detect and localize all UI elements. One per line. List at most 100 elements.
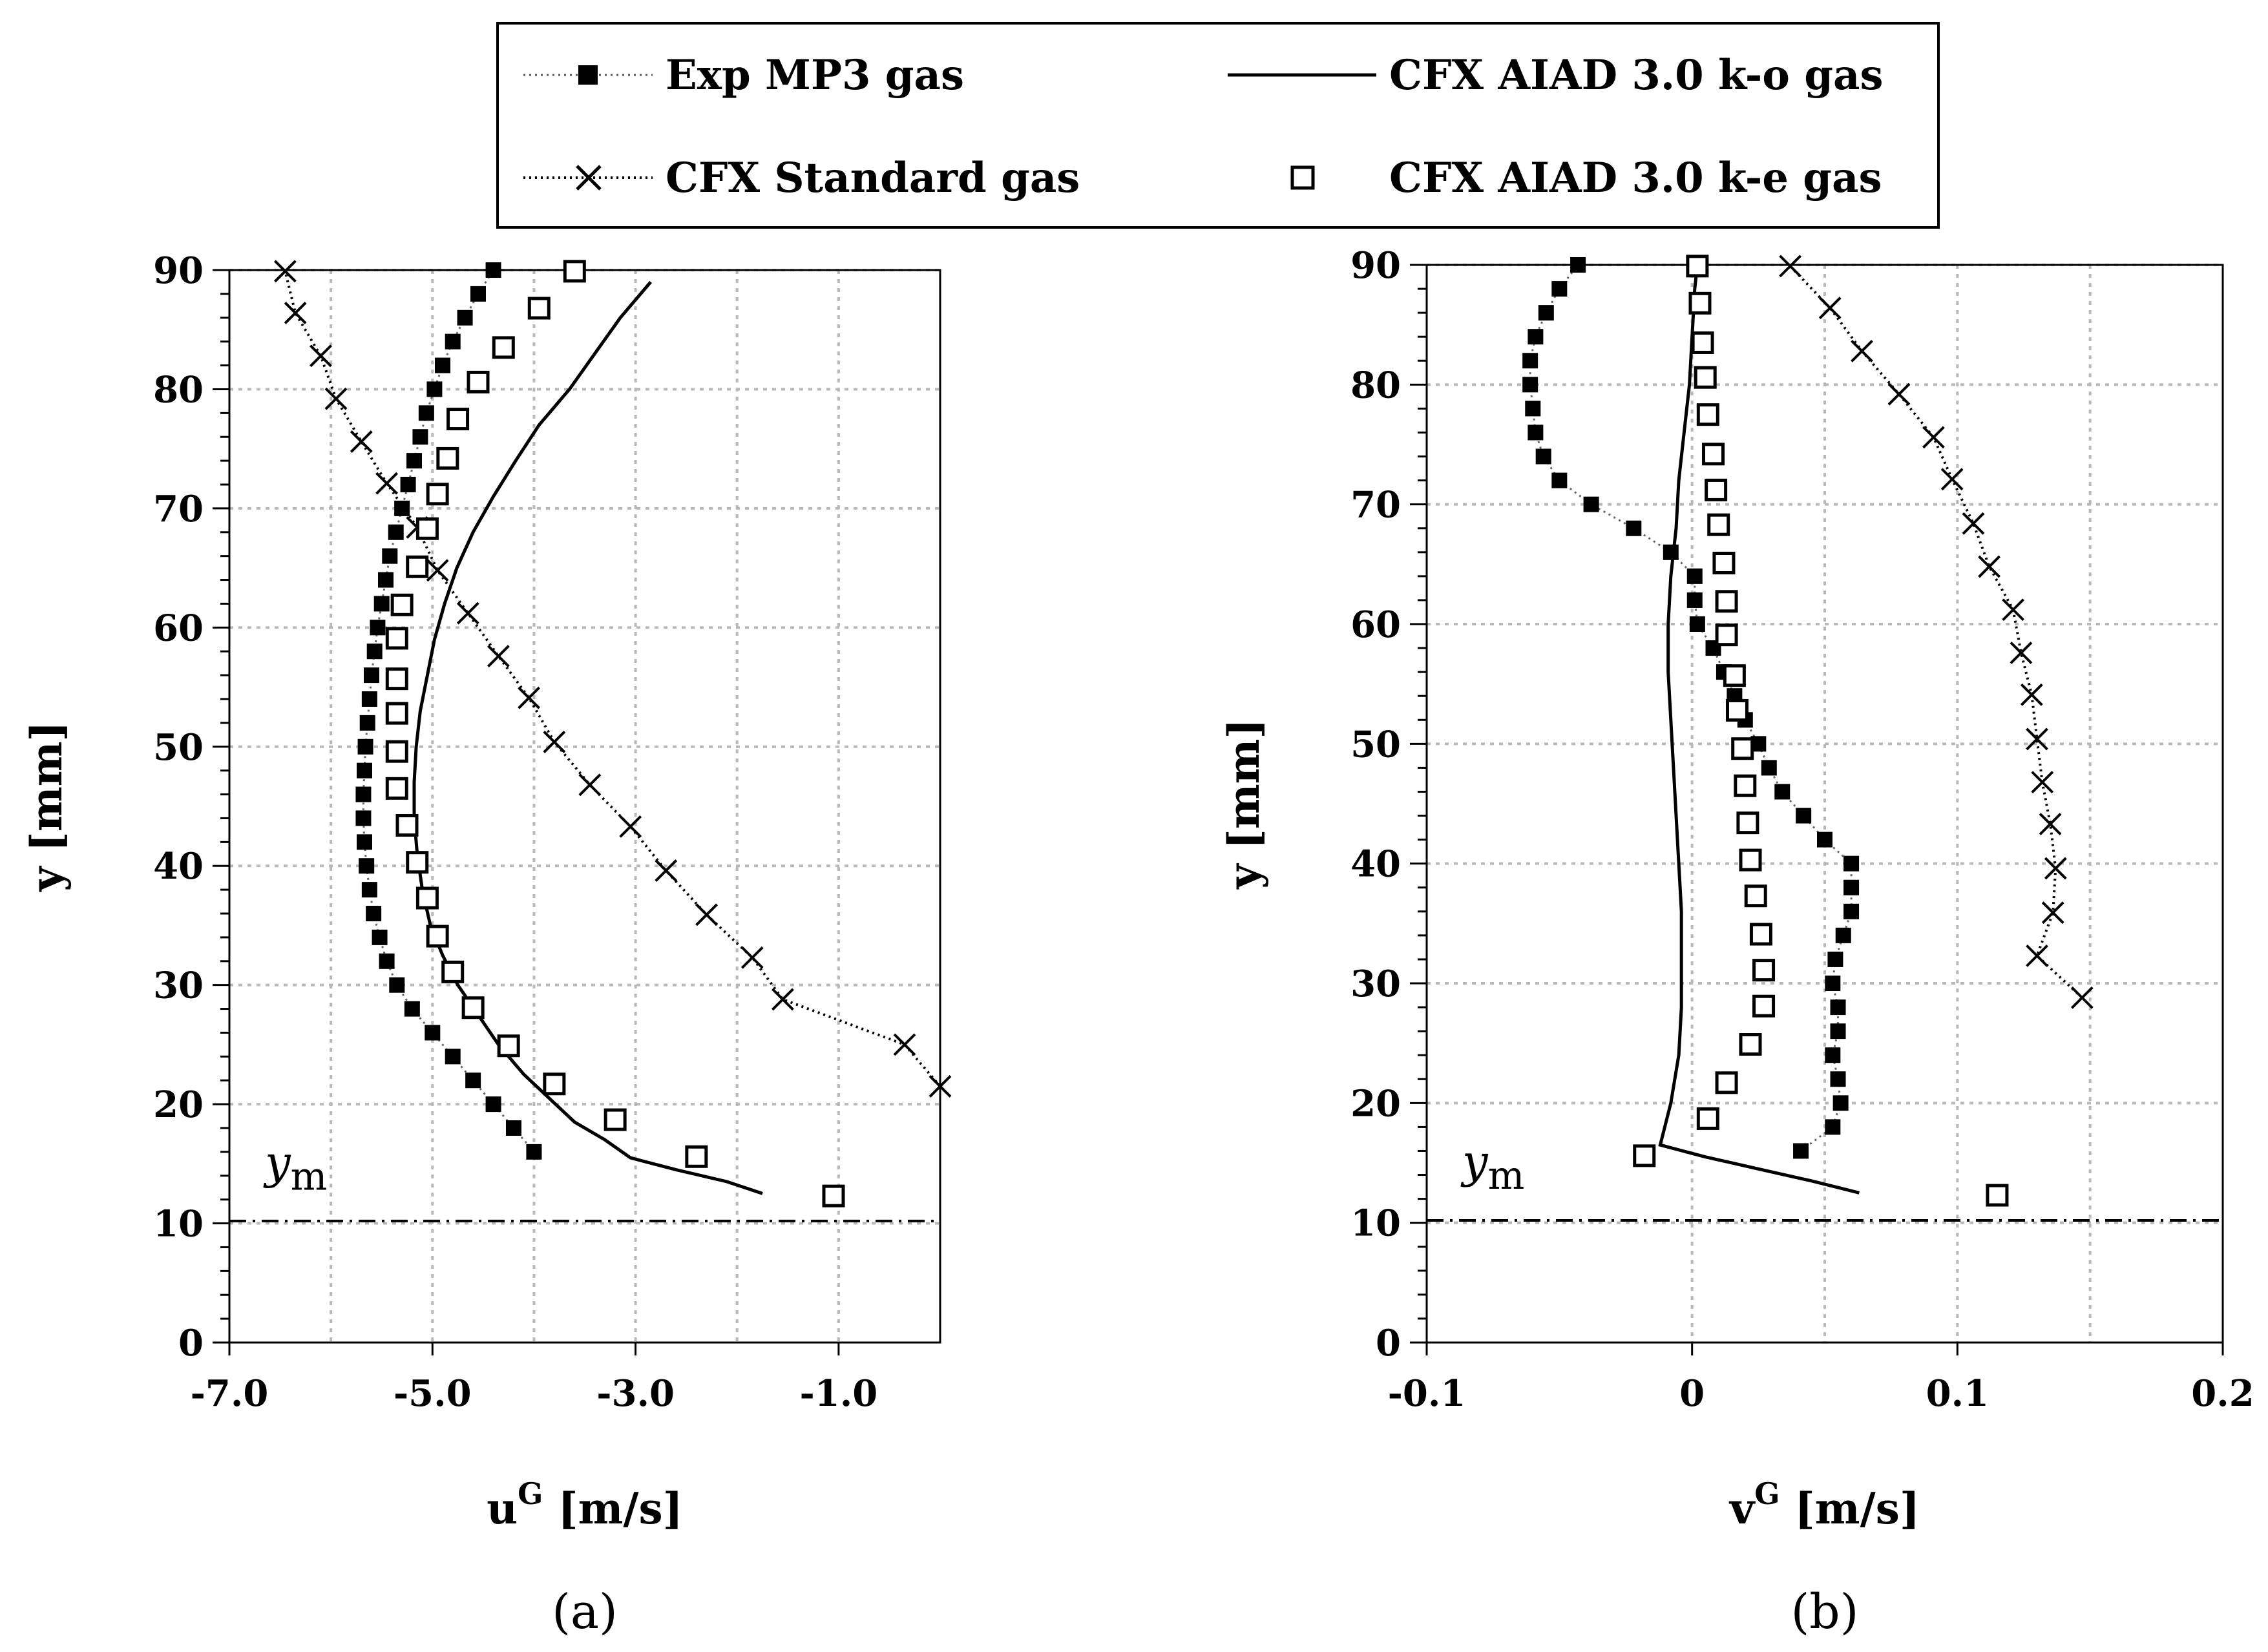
ke-marker	[1723, 664, 1746, 687]
exp-marker	[359, 858, 375, 874]
exp-marker	[1551, 281, 1568, 297]
ke-marker	[1744, 884, 1767, 908]
y-tick-label: 10	[1350, 1202, 1401, 1245]
ke-marker	[385, 740, 408, 763]
y-tick-label: 50	[1350, 723, 1401, 766]
exp-marker	[435, 357, 450, 373]
exp-marker	[418, 405, 434, 421]
legend-box	[496, 22, 1940, 229]
y-tick-label: 10	[153, 1203, 204, 1246]
exp-marker	[1522, 353, 1538, 369]
series-kw-line	[1658, 264, 1860, 1195]
y-tick-label: 20	[1350, 1082, 1401, 1125]
panel-a: 0 10 20 30 40 50 60 70 80 90 -7.0 -5.0 -3.0 -1.0 y [mm…	[21, 249, 952, 1640]
ke-marker	[604, 1108, 627, 1131]
exp-marker	[1827, 951, 1843, 967]
exp-marker	[1626, 520, 1642, 536]
std-marker	[2039, 813, 2062, 835]
ke-marker	[461, 996, 485, 1019]
exp-marker	[1686, 592, 1703, 608]
panel-b: 0 10 20 30 40 50 60 70 80 90 -0.1 0 0.1 0.2 y [mm] vG […	[1219, 244, 2254, 1640]
exp-marker	[404, 1001, 420, 1017]
y-axis-label: y [mm]	[1219, 718, 1269, 889]
exp-marker	[357, 738, 373, 755]
std-marker	[578, 773, 602, 797]
exp-marker	[1835, 927, 1851, 943]
exp-marker	[366, 643, 383, 660]
exp-marker	[372, 929, 388, 945]
exp-marker	[389, 977, 405, 993]
ke-marker	[1725, 698, 1748, 722]
exp-marker	[1535, 448, 1551, 465]
ke-marker	[1715, 623, 1738, 647]
exp-marker	[1830, 999, 1846, 1016]
ke-marker	[492, 336, 515, 359]
std-marker	[929, 1075, 952, 1098]
std-marker	[1851, 340, 1873, 362]
ke-marker	[1736, 811, 1759, 835]
ke-marker	[385, 667, 408, 691]
series-std-line	[1789, 265, 2083, 999]
ke-marker	[467, 370, 490, 393]
exp-marker	[465, 1072, 481, 1089]
exp-marker	[1825, 1047, 1841, 1063]
exp-marker	[445, 1049, 461, 1065]
std-marker	[655, 859, 678, 883]
exp-marker	[1774, 784, 1790, 800]
exp-marker	[1525, 401, 1541, 417]
ke-marker	[436, 446, 459, 470]
exp-marker	[1830, 1023, 1846, 1040]
ke-marker	[385, 777, 408, 800]
ke-marker	[415, 886, 439, 910]
exp-marker	[379, 953, 395, 969]
ke-marker	[395, 814, 419, 837]
ke-marker	[1696, 1107, 1719, 1130]
y-tick-label: 90	[153, 249, 204, 292]
std-marker	[2010, 642, 2033, 664]
std-marker	[695, 903, 718, 926]
x-tick-label: -7.0	[191, 1372, 269, 1415]
exp-marker	[388, 524, 404, 540]
std-marker	[2026, 727, 2048, 751]
exp-marker	[1689, 616, 1705, 632]
exp-marker	[1832, 1095, 1849, 1111]
x-axis-label: uG [m/s]	[487, 1476, 683, 1534]
ke-marker	[1688, 291, 1712, 315]
y-tick-label: 0	[178, 1322, 204, 1364]
y-tick-label: 20	[153, 1083, 204, 1126]
legend-std-label: CFX Standard gas	[666, 154, 1080, 202]
std-marker	[1922, 426, 1945, 449]
y-tick-label: 50	[153, 726, 204, 769]
ke-marker	[406, 851, 429, 874]
std-marker	[2041, 901, 2064, 925]
x-tick-label: -1.0	[800, 1372, 878, 1415]
std-marker	[310, 344, 332, 368]
ke-marker	[390, 593, 414, 616]
y-tick-label: 30	[1350, 963, 1401, 1005]
std-marker	[284, 301, 307, 324]
ke-marker	[1752, 959, 1776, 982]
legend-exp-label: Exp MP3 gas	[666, 51, 964, 99]
y-tick-label: 90	[1350, 244, 1401, 287]
ym-label: ym	[1460, 1135, 1524, 1198]
exp-marker	[1538, 305, 1554, 321]
std-marker	[740, 946, 764, 969]
exp-marker	[425, 1025, 441, 1041]
exp-marker	[359, 715, 375, 731]
exp-marker	[1843, 903, 1860, 919]
legend-std-marker	[576, 165, 602, 191]
ke-marker	[1702, 443, 1725, 466]
legend-kw-label: CFX AIAD 3.0 k-o gas	[1389, 51, 1884, 99]
plot-frame	[1425, 264, 2224, 1344]
std-marker	[2044, 857, 2067, 880]
exp-marker	[1843, 879, 1860, 895]
exp-marker	[470, 286, 486, 302]
exp-marker	[366, 906, 382, 921]
exp-marker	[357, 762, 372, 779]
std-marker	[543, 730, 566, 753]
std-marker	[350, 430, 373, 454]
exp-marker	[355, 810, 372, 826]
std-marker	[2020, 683, 2043, 706]
exp-marker	[394, 500, 410, 516]
exp-marker	[412, 429, 428, 445]
